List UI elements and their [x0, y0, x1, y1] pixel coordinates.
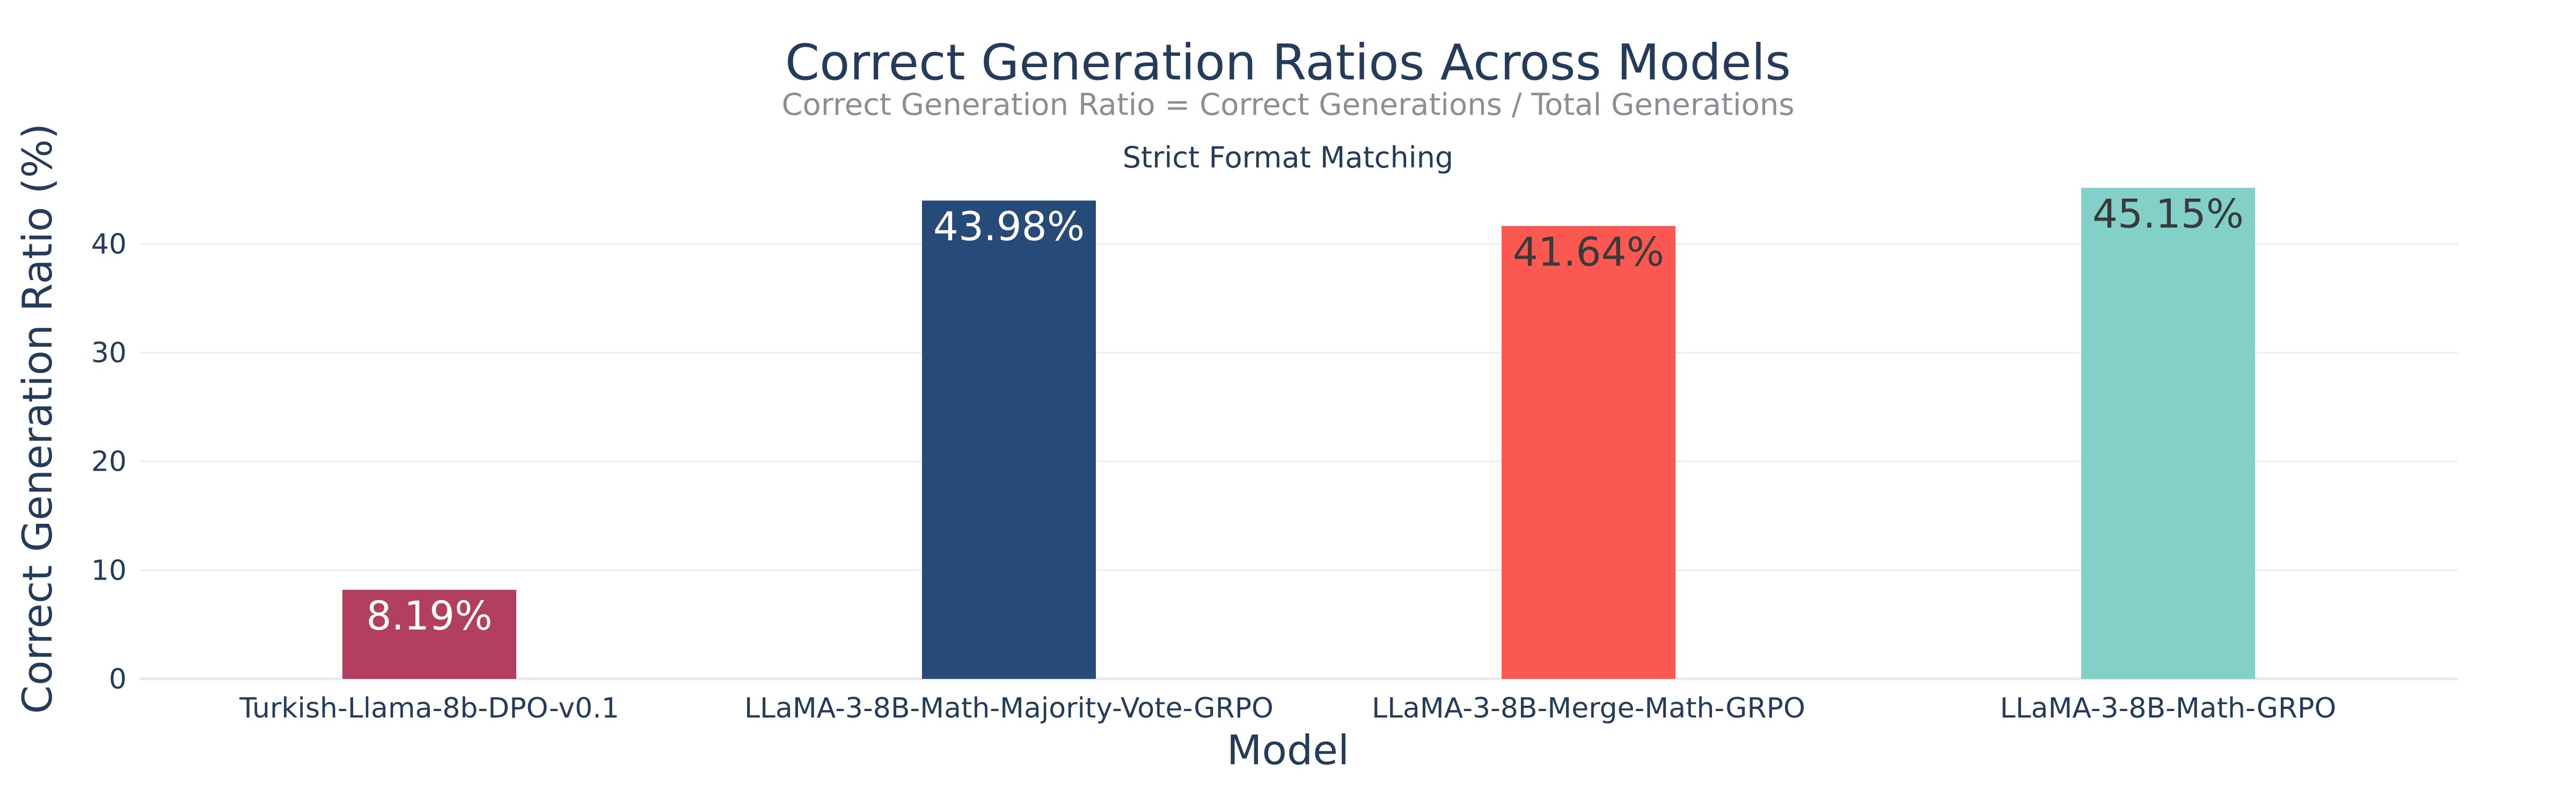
bar — [922, 200, 1096, 679]
x-axis-ticks: Turkish-Llama-8b-DPO-v0.1 LLaMA-3-8B-Math… — [239, 692, 2336, 724]
y-axis-title: Correct Generation Ratio (%) — [13, 123, 61, 714]
x-tick-label: LLaMA-3-8B-Math-GRPO — [2000, 692, 2337, 724]
bar — [342, 590, 516, 679]
chart-title: Correct Generation Ratios Across Models — [785, 34, 1791, 91]
y-axis-ticks: 0 10 20 30 40 — [91, 228, 127, 696]
data-label: 8.19% — [366, 593, 492, 639]
y-tick-label: 0 — [109, 663, 127, 696]
data-label: 45.15% — [2092, 191, 2244, 237]
bars — [342, 188, 2255, 679]
y-tick-label: 30 — [91, 337, 127, 369]
chart-subtitle: Correct Generation Ratio = Correct Gener… — [781, 87, 1794, 122]
x-tick-label: LLaMA-3-8B-Merge-Math-GRPO — [1372, 692, 1805, 724]
x-tick-label: LLaMA-3-8B-Math-Majority-Vote-GRPO — [744, 692, 1274, 724]
y-tick-label: 40 — [91, 228, 127, 260]
y-tick-label: 10 — [91, 554, 127, 587]
data-labels: 8.19% 43.98% 41.64% 45.15% — [366, 191, 2244, 639]
data-label: 41.64% — [1513, 229, 1664, 275]
y-tick-label: 20 — [91, 446, 127, 478]
x-axis-title: Model — [1227, 726, 1349, 774]
bar — [1502, 226, 1675, 679]
panel-title: Strict Format Matching — [1123, 141, 1453, 174]
data-label: 43.98% — [933, 204, 1085, 250]
gridlines — [140, 243, 2458, 680]
bar — [2081, 188, 2255, 679]
x-tick-label: Turkish-Llama-8b-DPO-v0.1 — [239, 692, 619, 724]
